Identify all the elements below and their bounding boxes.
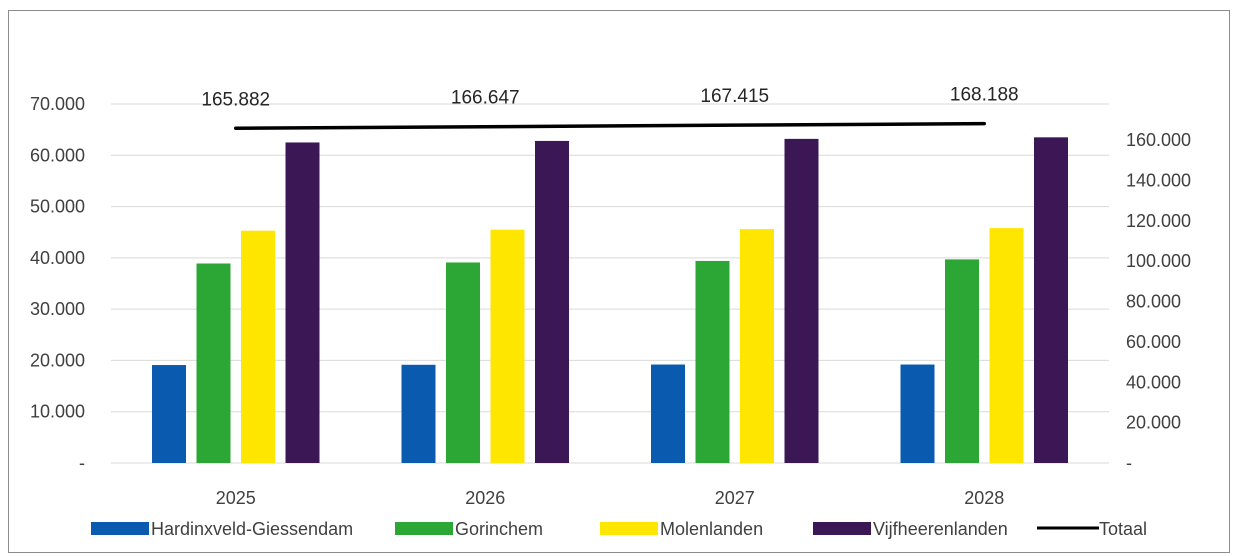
x-axis-tick-label: 2026 bbox=[465, 488, 505, 508]
left-axis-tick-label: 50.000 bbox=[30, 197, 85, 217]
total-line bbox=[234, 121, 986, 131]
legend-swatch bbox=[600, 522, 658, 535]
legend-swatch bbox=[395, 522, 453, 535]
left-axis-tick-label: 60.000 bbox=[30, 145, 85, 165]
total-data-label: 167.415 bbox=[700, 86, 769, 107]
total-data-label: 165.882 bbox=[201, 89, 270, 110]
legend-label: Molenlanden bbox=[660, 519, 763, 539]
right-axis-tick-label: 140.000 bbox=[1126, 171, 1191, 191]
left-axis-tick-label: 40.000 bbox=[30, 248, 85, 268]
left-axis-tick-label: - bbox=[79, 453, 85, 473]
left-axis-tick-label: 20.000 bbox=[30, 350, 85, 370]
total-data-label: 168.188 bbox=[950, 85, 1019, 106]
bar bbox=[740, 229, 774, 463]
right-axis-tick-label: - bbox=[1126, 453, 1132, 473]
legend-label: Totaal bbox=[1099, 519, 1147, 539]
right-axis-tick-label: 40.000 bbox=[1126, 372, 1181, 392]
bar bbox=[1034, 137, 1068, 463]
total-data-label: 166.647 bbox=[451, 88, 520, 109]
right-axis-tick-label: 20.000 bbox=[1126, 413, 1181, 433]
bar bbox=[651, 364, 685, 463]
right-axis-tick-label: 80.000 bbox=[1126, 292, 1181, 312]
legend-label: Vijfheerenlanden bbox=[873, 519, 1008, 539]
bar-line-chart: - 10.000 20.000 30.000 40.000 50.000 60.000 70.… bbox=[30, 85, 1191, 539]
legend-swatch bbox=[813, 522, 871, 535]
bar bbox=[401, 364, 436, 463]
left-axis-tick-label: 30.000 bbox=[30, 299, 85, 319]
bar bbox=[152, 365, 186, 463]
right-axis-tick-label: 160.000 bbox=[1126, 130, 1191, 150]
bar bbox=[241, 230, 275, 463]
legend-label: Gorinchem bbox=[455, 519, 543, 539]
left-axis-tick-label: 10.000 bbox=[30, 402, 85, 422]
left-axis-tick-label: 70.000 bbox=[30, 94, 85, 114]
x-axis-tick-label: 2028 bbox=[964, 488, 1004, 508]
right-axis-tick-label: 60.000 bbox=[1126, 332, 1181, 352]
bar bbox=[196, 263, 231, 463]
x-axis-tick-label: 2027 bbox=[715, 488, 755, 508]
right-axis-tick-label: 120.000 bbox=[1126, 211, 1191, 231]
bar bbox=[784, 138, 819, 464]
legend-swatch bbox=[91, 522, 149, 535]
x-axis-tick-label: 2025 bbox=[216, 488, 256, 508]
bar bbox=[285, 142, 320, 463]
bar bbox=[490, 229, 525, 463]
bar bbox=[535, 140, 569, 463]
bar bbox=[446, 262, 480, 463]
chart-frame: - 10.000 20.000 30.000 40.000 50.000 60.000 70.… bbox=[8, 10, 1230, 553]
bar bbox=[900, 364, 935, 463]
bar bbox=[989, 228, 1024, 463]
bar bbox=[695, 260, 730, 463]
bar bbox=[945, 259, 979, 463]
legend-label: Hardinxveld-Giessendam bbox=[151, 519, 353, 539]
right-axis-tick-label: 100.000 bbox=[1126, 251, 1191, 271]
